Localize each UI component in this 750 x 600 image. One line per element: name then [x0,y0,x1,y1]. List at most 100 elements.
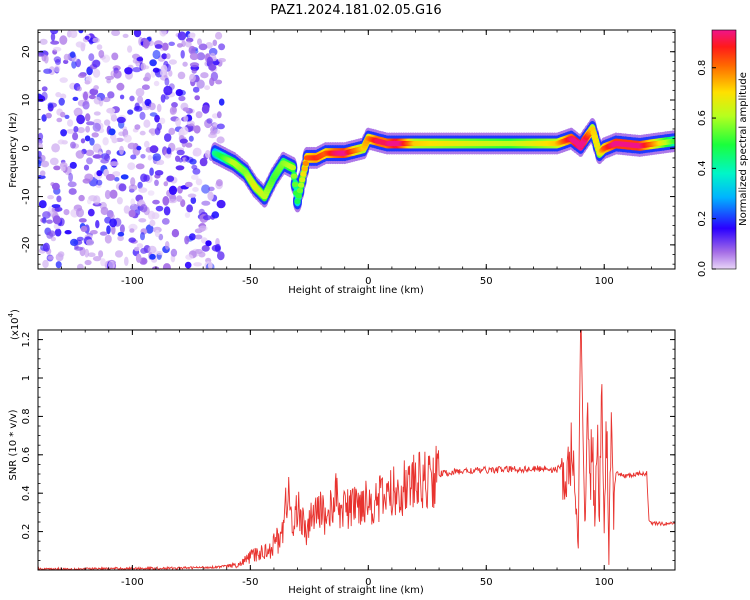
noise-blob [192,147,202,157]
noise-blob [193,125,201,134]
noise-blob [50,40,60,45]
noise-blob [183,115,189,123]
noise-blob [138,187,148,193]
snr-series-line [38,330,675,570]
noise-blob [40,160,50,168]
noise-blob [80,138,86,144]
snr-y-tick-label: 0.2 [21,524,32,540]
noise-blob [201,200,211,206]
noise-blob [189,233,196,241]
noise-blob [166,175,175,182]
noise-blob [185,40,192,48]
noise-blob [161,42,169,51]
noise-blob [216,136,225,144]
colorbar-tick-label: 0.6 [697,110,708,126]
noise-blob [105,173,116,181]
noise-blob [73,108,82,115]
spectrogram-ridge [210,118,675,213]
noise-blob [149,145,159,154]
noise-blob [59,93,67,100]
noise-blob [149,112,158,117]
noise-blob [92,122,102,132]
noise-blob [59,162,68,169]
noise-blob [80,225,88,232]
noise-blob [161,218,170,225]
noise-blob [52,46,62,52]
noise-blob [69,161,77,169]
noise-blob [216,179,223,187]
noise-blob [210,126,218,134]
noise-blob [64,230,72,235]
noise-blob [171,229,180,238]
noise-blob [96,44,103,50]
noise-blob [217,58,226,63]
snr-x-tick-label: -100 [121,577,144,588]
noise-blob [182,61,188,67]
noise-blob [154,170,164,176]
noise-blob [58,97,65,106]
noise-blob [154,44,163,49]
noise-blob [92,154,102,159]
noise-blob [155,205,164,212]
spectrogram-x-tick-label: 0 [365,276,371,287]
noise-blob [198,43,208,51]
spectrogram-y-tick-label: 0 [21,145,32,151]
snr-y-ticks: 0.2 0.4 0.6 0.8 1 1.2 [21,329,675,571]
noise-blob [61,140,68,145]
noise-blob [151,212,160,220]
noise-blob [60,129,67,137]
noise-blob [64,114,70,119]
noise-blob [129,95,135,102]
noise-blob [140,154,146,159]
noise-blob [176,149,185,156]
noise-blob [159,117,166,125]
noise-blob [196,79,205,89]
noise-blob [123,134,132,143]
noise-blob [189,52,199,61]
noise-blob [161,53,168,60]
noise-blob [47,255,54,260]
ridge-cell [289,165,296,171]
noise-blob [82,100,90,110]
noise-blob [85,149,95,156]
noise-blob [163,85,173,96]
noise-blob [128,184,138,191]
noise-blob [195,111,203,119]
noise-blob [99,231,108,236]
noise-blob [54,59,61,65]
noise-blob [107,91,115,99]
noise-blob [92,37,100,43]
noise-blob [201,245,210,252]
noise-blob [115,250,123,258]
noise-blob [147,190,155,196]
noise-blob [194,95,200,101]
noise-blob [189,62,200,68]
noise-blob [136,243,144,249]
noise-blob [38,174,46,180]
noise-blob [104,154,111,162]
noise-blob [100,258,106,267]
noise-blob [38,142,43,149]
noise-blob [143,119,151,128]
noise-blob [184,181,193,188]
noise-blob [53,165,61,171]
noise-blob [86,121,95,126]
noise-blob [98,250,104,258]
noise-blob [104,189,111,200]
ridge-cell [295,193,302,199]
noise-blob [164,77,170,86]
noise-blob [192,86,200,93]
noise-blob [184,261,192,269]
noise-blob [154,114,161,123]
noise-blob [84,35,90,40]
noise-blob [171,102,178,108]
noise-blob [76,86,82,92]
noise-blob [60,111,66,118]
noise-blob [212,39,218,46]
noise-blob [59,77,68,83]
snr-x-axis-label: Height of straight line (km) [288,585,424,596]
noise-blob [56,195,62,203]
noise-blob [160,64,168,73]
noise-blob [80,42,86,48]
snr-y-tick-label: 1 [21,375,32,381]
